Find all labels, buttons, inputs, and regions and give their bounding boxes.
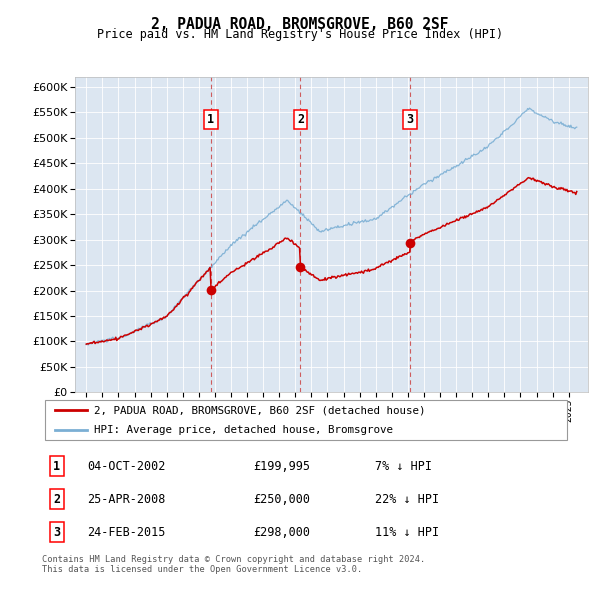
Text: 25-APR-2008: 25-APR-2008 — [87, 493, 165, 506]
Text: £298,000: £298,000 — [253, 526, 310, 539]
Text: £199,995: £199,995 — [253, 460, 310, 473]
Text: Price paid vs. HM Land Registry's House Price Index (HPI): Price paid vs. HM Land Registry's House … — [97, 28, 503, 41]
Text: This data is licensed under the Open Government Licence v3.0.: This data is licensed under the Open Gov… — [42, 565, 362, 573]
FancyBboxPatch shape — [44, 399, 568, 441]
Text: £250,000: £250,000 — [253, 493, 310, 506]
Text: 2, PADUA ROAD, BROMSGROVE, B60 2SF (detached house): 2, PADUA ROAD, BROMSGROVE, B60 2SF (deta… — [94, 405, 425, 415]
Text: 22% ↓ HPI: 22% ↓ HPI — [374, 493, 439, 506]
Text: 1: 1 — [208, 113, 214, 126]
Text: 7% ↓ HPI: 7% ↓ HPI — [374, 460, 431, 473]
Text: 3: 3 — [407, 113, 414, 126]
Text: 3: 3 — [53, 526, 61, 539]
Text: 11% ↓ HPI: 11% ↓ HPI — [374, 526, 439, 539]
Text: 2: 2 — [297, 113, 304, 126]
Text: 2: 2 — [53, 493, 61, 506]
Text: 04-OCT-2002: 04-OCT-2002 — [87, 460, 165, 473]
Text: 24-FEB-2015: 24-FEB-2015 — [87, 526, 165, 539]
Text: 1: 1 — [53, 460, 61, 473]
Text: HPI: Average price, detached house, Bromsgrove: HPI: Average price, detached house, Brom… — [94, 425, 393, 435]
Text: 2, PADUA ROAD, BROMSGROVE, B60 2SF: 2, PADUA ROAD, BROMSGROVE, B60 2SF — [151, 17, 449, 31]
Text: Contains HM Land Registry data © Crown copyright and database right 2024.: Contains HM Land Registry data © Crown c… — [42, 555, 425, 563]
